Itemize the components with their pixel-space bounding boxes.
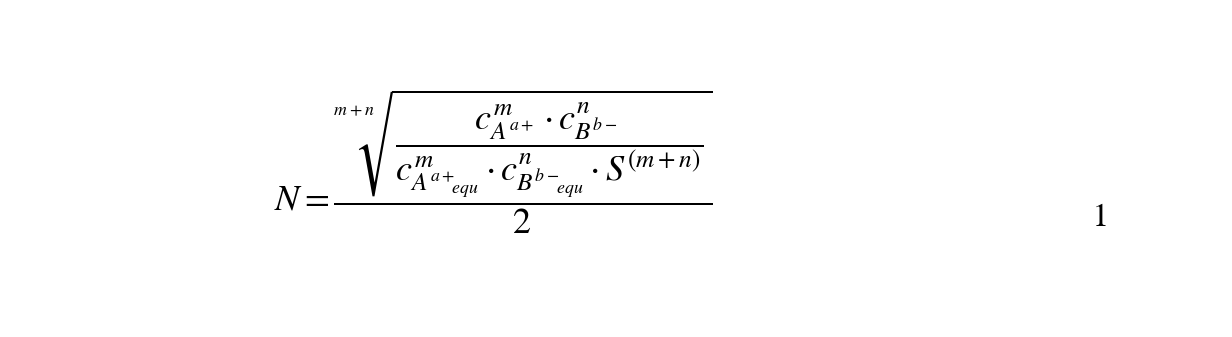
Text: 式1。: 式1。 bbox=[1084, 204, 1117, 233]
Text: $N = \dfrac{\sqrt[m+n]{\dfrac{c_{A^{a+}}^{m} \cdot c_{B^{b-}}^{n}}{c_{A^{a+}\!\!: $N = \dfrac{\sqrt[m+n]{\dfrac{c_{A^{a+}}… bbox=[275, 88, 712, 236]
